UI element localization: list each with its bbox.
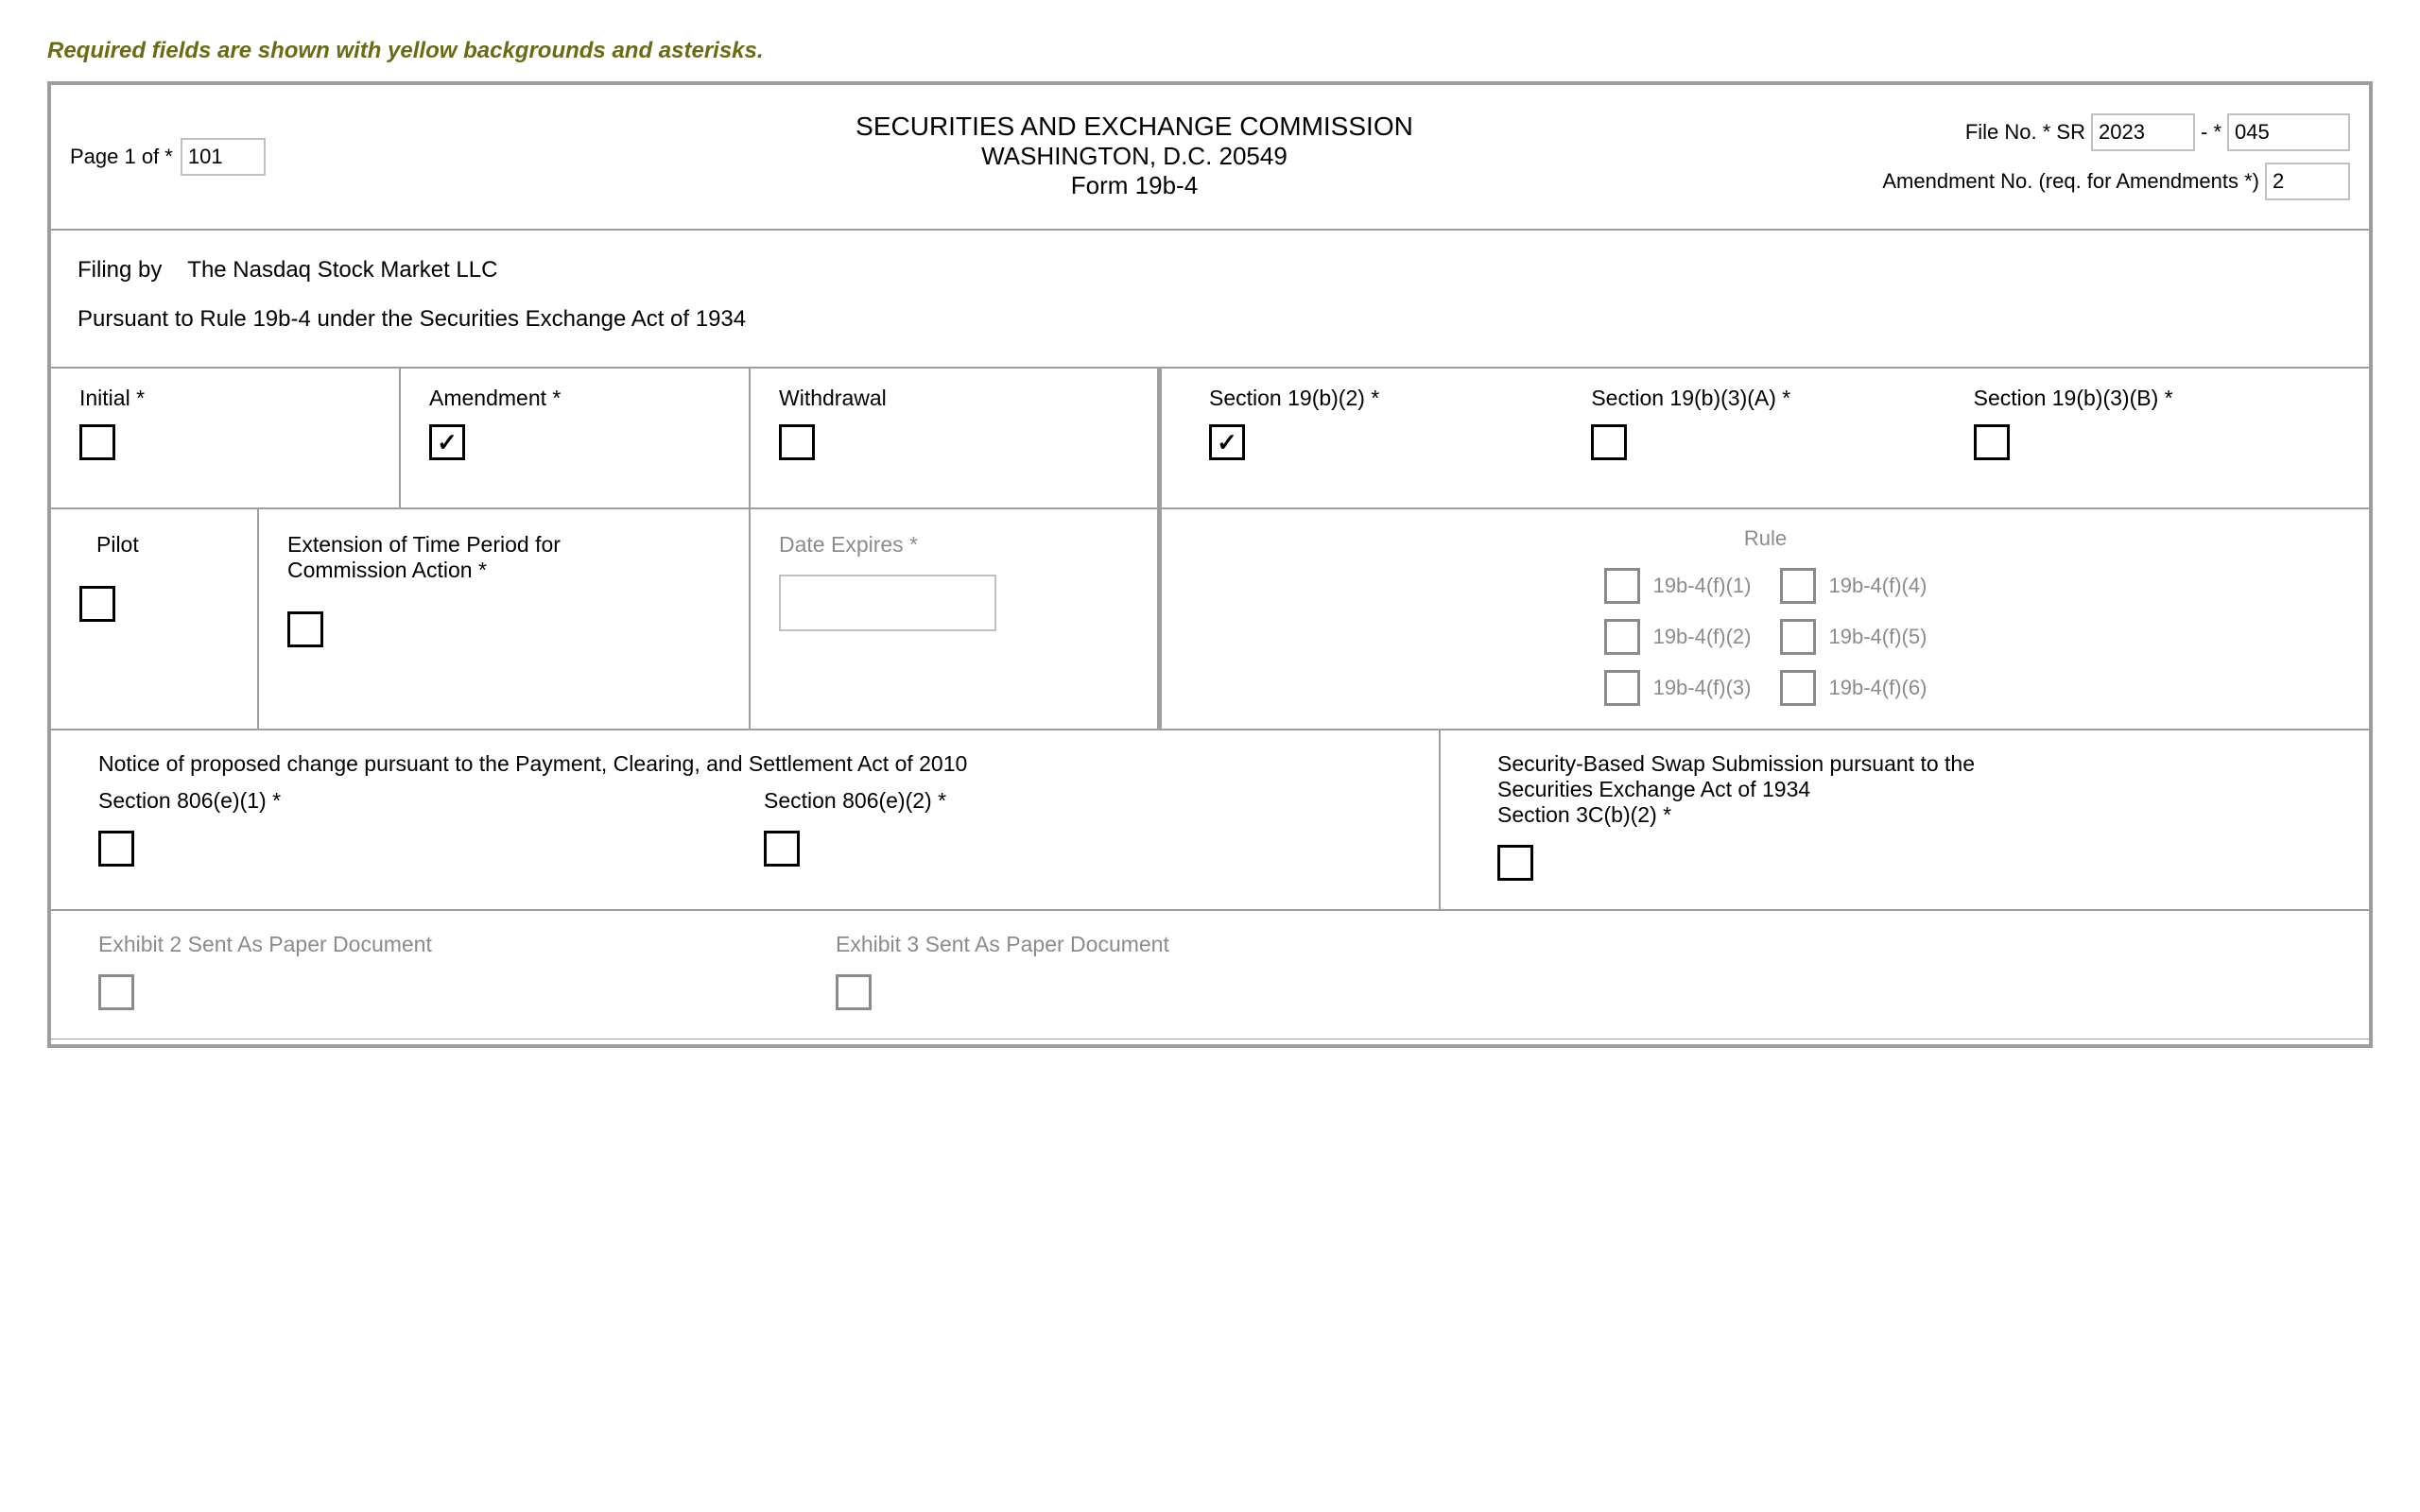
exhibit2-label: Exhibit 2 Sent As Paper Document [98,932,817,957]
file-number-block: File No. * SR - * Amendment No. (req. fo… [1688,85,2369,229]
title-line1: SECURITIES AND EXCHANGE COMMISSION [590,112,1679,142]
notice-heading: Notice of proposed change pursuant to th… [98,751,1410,777]
pilot-label: Pilot [79,532,139,558]
rule-f2-checkbox[interactable] [1604,619,1640,655]
required-notice: Required fields are shown with yellow ba… [47,38,2373,64]
s806e2-label: Section 806(e)(2) * [764,788,1410,814]
page-label: Page 1 of * [70,145,173,169]
extension-checkbox[interactable] [287,611,323,647]
rule-header: Rule [1190,526,2341,551]
page-indicator: Page 1 of * [51,85,580,229]
file-seq-input[interactable] [2227,113,2350,151]
exhibit-cell: Exhibit 2 Sent As Paper Document Exhibit… [50,910,2370,1040]
s19b3a-checkbox[interactable] [1591,424,1627,460]
file-year-input[interactable] [2091,113,2195,151]
amendment-no-input[interactable] [2265,163,2350,200]
rule-f1-label: 19b-4(f)(1) [1653,574,1752,598]
rule-f4-checkbox[interactable] [1780,568,1816,604]
swap-heading2: Securities Exchange Act of 1934 [1497,777,2341,802]
initial-checkbox[interactable] [79,424,115,460]
filing-by-cell: Filing by The Nasdaq Stock Market LLC Pu… [50,230,2370,368]
rule-col: Rule 19b-4(f)(1) 19b-4(f)(2) 19b-4(f)(3)… [1161,508,2370,730]
bottom-divider [50,1040,2370,1045]
s3cb2-label: Section 3C(b)(2) * [1497,802,2341,828]
rule-f6-checkbox[interactable] [1780,670,1816,706]
rule-f2-label: 19b-4(f)(2) [1653,625,1752,649]
s806e2-checkbox[interactable] [764,831,800,867]
filing-by-label: Filing by [78,257,162,283]
amendment-col: Amendment * ✓ [400,368,750,508]
s19b2-checkbox[interactable]: ✓ [1209,424,1245,460]
notice-left: Notice of proposed change pursuant to th… [50,730,1440,910]
rule-f3-label: 19b-4(f)(3) [1653,676,1752,700]
amendment-label2: Amendment * [429,386,726,411]
exhibit3-label: Exhibit 3 Sent As Paper Document [836,932,1554,957]
date-expires-input[interactable] [779,575,996,631]
file-no-label: File No. * SR [1965,120,2085,145]
file-sep: - * [2201,120,2221,145]
rule-f1-checkbox[interactable] [1604,568,1640,604]
title-line3: Form 19b-4 [590,171,1679,200]
exhibit3-checkbox[interactable] [836,974,872,1010]
pilot-rule-row: Pilot Extension of Time Period for Commi… [50,508,2370,730]
s19b3b-label: Section 19(b)(3)(B) * [1974,386,2337,411]
extension-col: Extension of Time Period for Commission … [258,508,750,730]
amendment-label: Amendment No. (req. for Amendments *) [1882,169,2259,194]
filing-entity: The Nasdaq Stock Market LLC [187,257,497,283]
amendment-checkbox[interactable]: ✓ [429,424,465,460]
s19b2-label: Section 19(b)(2) * [1209,386,1572,411]
section-col: Section 19(b)(2) * ✓ Section 19(b)(3)(A)… [1161,368,2370,508]
withdrawal-checkbox[interactable] [779,424,815,460]
exhibit2-checkbox[interactable] [98,974,134,1010]
s19b3a-label: Section 19(b)(3)(A) * [1591,386,1954,411]
rule-f5-checkbox[interactable] [1780,619,1816,655]
s806e1-checkbox[interactable] [98,831,134,867]
pursuant-text: Pursuant to Rule 19b-4 under the Securit… [78,306,2342,333]
s806e1-label: Section 806(e)(1) * [98,788,745,814]
title-line2: WASHINGTON, D.C. 20549 [590,142,1679,171]
extension-label: Extension of Time Period for Commission … [287,532,684,583]
withdrawal-label: Withdrawal [779,386,1134,411]
rule-f3-checkbox[interactable] [1604,670,1640,706]
rule-f5-label: 19b-4(f)(5) [1829,625,1927,649]
initial-label: Initial * [79,386,376,411]
form-title: SECURITIES AND EXCHANGE COMMISSION WASHI… [580,85,1688,229]
swap-heading1: Security-Based Swap Submission pursuant … [1497,751,2341,777]
s3cb2-checkbox[interactable] [1497,845,1533,881]
initial-col: Initial * [50,368,400,508]
date-expires-col: Date Expires * [750,508,1161,730]
swap-right: Security-Based Swap Submission pursuant … [1440,730,2370,910]
header-row: Page 1 of * SECURITIES AND EXCHANGE COMM… [50,84,2370,230]
form-19b4: Page 1 of * SECURITIES AND EXCHANGE COMM… [47,81,2373,1048]
pilot-checkbox[interactable] [79,586,115,622]
type-section-row: Initial * Amendment * ✓ Withdrawal Secti… [50,368,2370,508]
withdrawal-col: Withdrawal [750,368,1161,508]
exhibit-row: Exhibit 2 Sent As Paper Document Exhibit… [50,910,2370,1040]
s19b3b-checkbox[interactable] [1974,424,2010,460]
page-total-input[interactable] [181,138,266,176]
rule-f6-label: 19b-4(f)(6) [1829,676,1927,700]
notice-swap-row: Notice of proposed change pursuant to th… [50,730,2370,910]
pilot-col: Pilot [50,508,258,730]
date-expires-label: Date Expires * [779,532,1129,558]
rule-f4-label: 19b-4(f)(4) [1829,574,1927,598]
